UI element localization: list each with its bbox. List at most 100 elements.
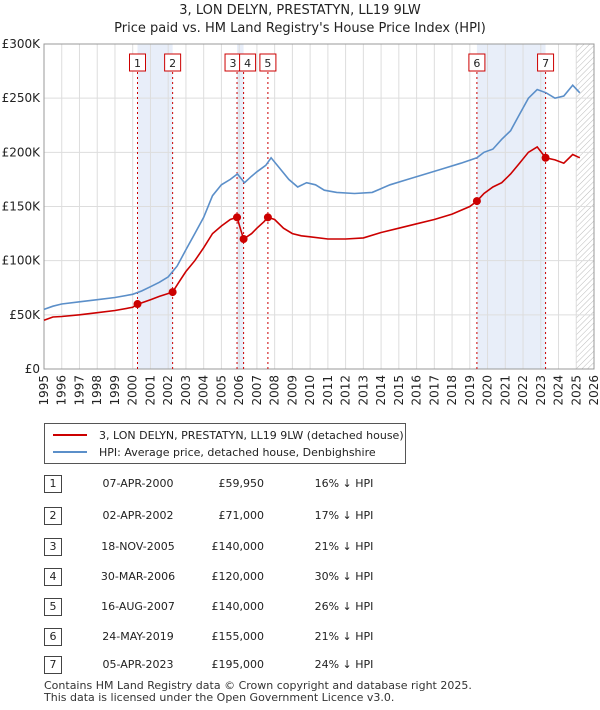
sale-hpi: 30% ↓ HPI (314, 570, 374, 583)
x-tick-label: 2012 (339, 375, 353, 406)
sale-date: 02-APR-2002 (102, 509, 174, 522)
sale-price: £195,000 (211, 658, 265, 671)
sale-price: £120,000 (211, 570, 265, 583)
x-tick-label: 1999 (108, 375, 122, 406)
y-tick-label: £100K (2, 254, 42, 268)
sale-point (263, 213, 272, 222)
sale-number: 4 (44, 568, 62, 586)
sale-price: £140,000 (211, 600, 265, 613)
sale-date: 24-MAY-2019 (102, 630, 174, 643)
sale-hpi: 21% ↓ HPI (314, 630, 374, 643)
sale-row: 4 30-MAR-2006 £120,000 30% ↓ HPI (44, 568, 564, 588)
sale-label-text: 1 (134, 57, 141, 70)
x-tick-label: 2003 (179, 375, 193, 406)
legend: 3, LON DELYN, PRESTATYN, LL19 9LW (detac… (44, 423, 406, 464)
y-tick-label: £150K (2, 200, 42, 214)
x-tick-label: 2010 (303, 375, 317, 406)
legend-hpi-swatch (53, 451, 87, 453)
sale-hpi: 26% ↓ HPI (314, 600, 374, 613)
x-tick-label: 2017 (427, 375, 441, 406)
sale-row: 7 05-APR-2023 £195,000 24% ↓ HPI (44, 656, 564, 676)
x-tick-label: 2001 (143, 375, 157, 406)
x-tick-label: 2007 (250, 375, 264, 406)
sale-label-text: 6 (473, 57, 480, 70)
sale-row: 3 18-NOV-2005 £140,000 21% ↓ HPI (44, 538, 564, 558)
x-tick-label: 1998 (90, 375, 104, 406)
x-tick-label: 2022 (516, 375, 530, 406)
sale-hpi: 16% ↓ HPI (314, 477, 374, 490)
legend-property-label: 3, LON DELYN, PRESTATYN, LL19 9LW (detac… (99, 428, 404, 442)
sale-hpi: 17% ↓ HPI (314, 509, 374, 522)
y-tick-label: £300K (2, 37, 42, 51)
sale-point (541, 153, 550, 162)
sale-label-box (537, 53, 555, 72)
x-tick-label: 2013 (356, 375, 370, 406)
sale-number: 1 (44, 475, 62, 493)
footer-licence: This data is licensed under the Open Gov… (44, 691, 395, 704)
sale-point (239, 235, 248, 243)
x-tick-label: 2019 (463, 375, 477, 406)
x-tick-label: 2020 (481, 375, 495, 406)
sale-number: 6 (44, 628, 62, 646)
sale-number: 7 (44, 656, 62, 674)
y-tick-label: £50K (9, 308, 41, 322)
sale-number: 5 (44, 598, 62, 616)
sale-point (472, 197, 481, 206)
sale-date: 18-NOV-2005 (101, 540, 175, 553)
x-tick-label: 2002 (161, 375, 175, 406)
sale-label-text: 2 (169, 57, 176, 70)
x-tick-label: 1997 (72, 375, 86, 406)
sale-point (168, 288, 177, 297)
sale-point (233, 213, 242, 222)
x-tick-label: 2006 (232, 375, 246, 406)
y-tick-label: £0 (25, 362, 40, 376)
sale-hpi: 21% ↓ HPI (314, 540, 374, 553)
plot-border (43, 43, 595, 370)
sale-label-box (259, 53, 277, 72)
sale-point (133, 300, 142, 309)
footer: Contains HM Land Registry data © Crown c… (44, 680, 472, 704)
sale-label-text: 5 (264, 57, 271, 70)
x-tick-label: 2015 (392, 375, 406, 406)
y-tick-label: £250K (2, 91, 42, 105)
sale-date: 16-AUG-2007 (101, 600, 175, 613)
sale-date: 07-APR-2000 (102, 477, 174, 490)
x-tick-label: 2024 (552, 375, 566, 406)
legend-property-swatch (53, 434, 87, 436)
sale-label-box (468, 53, 486, 72)
sale-row: 1 07-APR-2000 £59,950 16% ↓ HPI (44, 475, 564, 495)
sale-label-box (129, 53, 146, 72)
property-series-line (43, 145, 581, 322)
x-tick-label: 2025 (569, 375, 583, 406)
x-tick-label: 2009 (285, 375, 299, 406)
sale-label-text: 4 (244, 57, 251, 70)
sale-label-text: 7 (542, 57, 549, 70)
sale-price: £155,000 (211, 630, 265, 643)
x-tick-label: 2026 (587, 375, 600, 406)
x-tick-label: 2021 (498, 375, 512, 406)
x-tick-label: 2011 (321, 375, 335, 406)
sale-label-text: 3 (230, 57, 237, 70)
hpi-series-line (43, 83, 581, 311)
legend-property: 3, LON DELYN, PRESTATYN, LL19 9LW (detac… (53, 427, 404, 443)
sale-row: 5 16-AUG-2007 £140,000 26% ↓ HPI (44, 598, 564, 618)
x-tick-label: 2014 (374, 375, 388, 406)
sale-number: 3 (44, 538, 62, 556)
x-tick-label: 2004 (197, 375, 211, 406)
sale-row: 2 02-APR-2002 £71,000 17% ↓ HPI (44, 507, 564, 527)
chart-subtitle: Price paid vs. HM Land Registry's House … (114, 21, 486, 36)
sale-price: £140,000 (211, 540, 265, 553)
sale-date: 05-APR-2023 (102, 658, 174, 671)
sale-price: £71,000 (218, 509, 265, 522)
sale-number: 2 (44, 507, 62, 525)
sale-label-box (239, 53, 257, 72)
sale-hpi: 24% ↓ HPI (314, 658, 374, 671)
x-tick-label: 1996 (55, 375, 69, 406)
sale-label-box (164, 53, 182, 72)
sale-date: 30-MAR-2006 (100, 570, 176, 583)
x-tick-label: 2016 (410, 375, 424, 406)
x-tick-label: 1995 (37, 375, 51, 406)
x-tick-label: 2023 (534, 375, 548, 406)
x-tick-label: 2000 (126, 375, 140, 406)
